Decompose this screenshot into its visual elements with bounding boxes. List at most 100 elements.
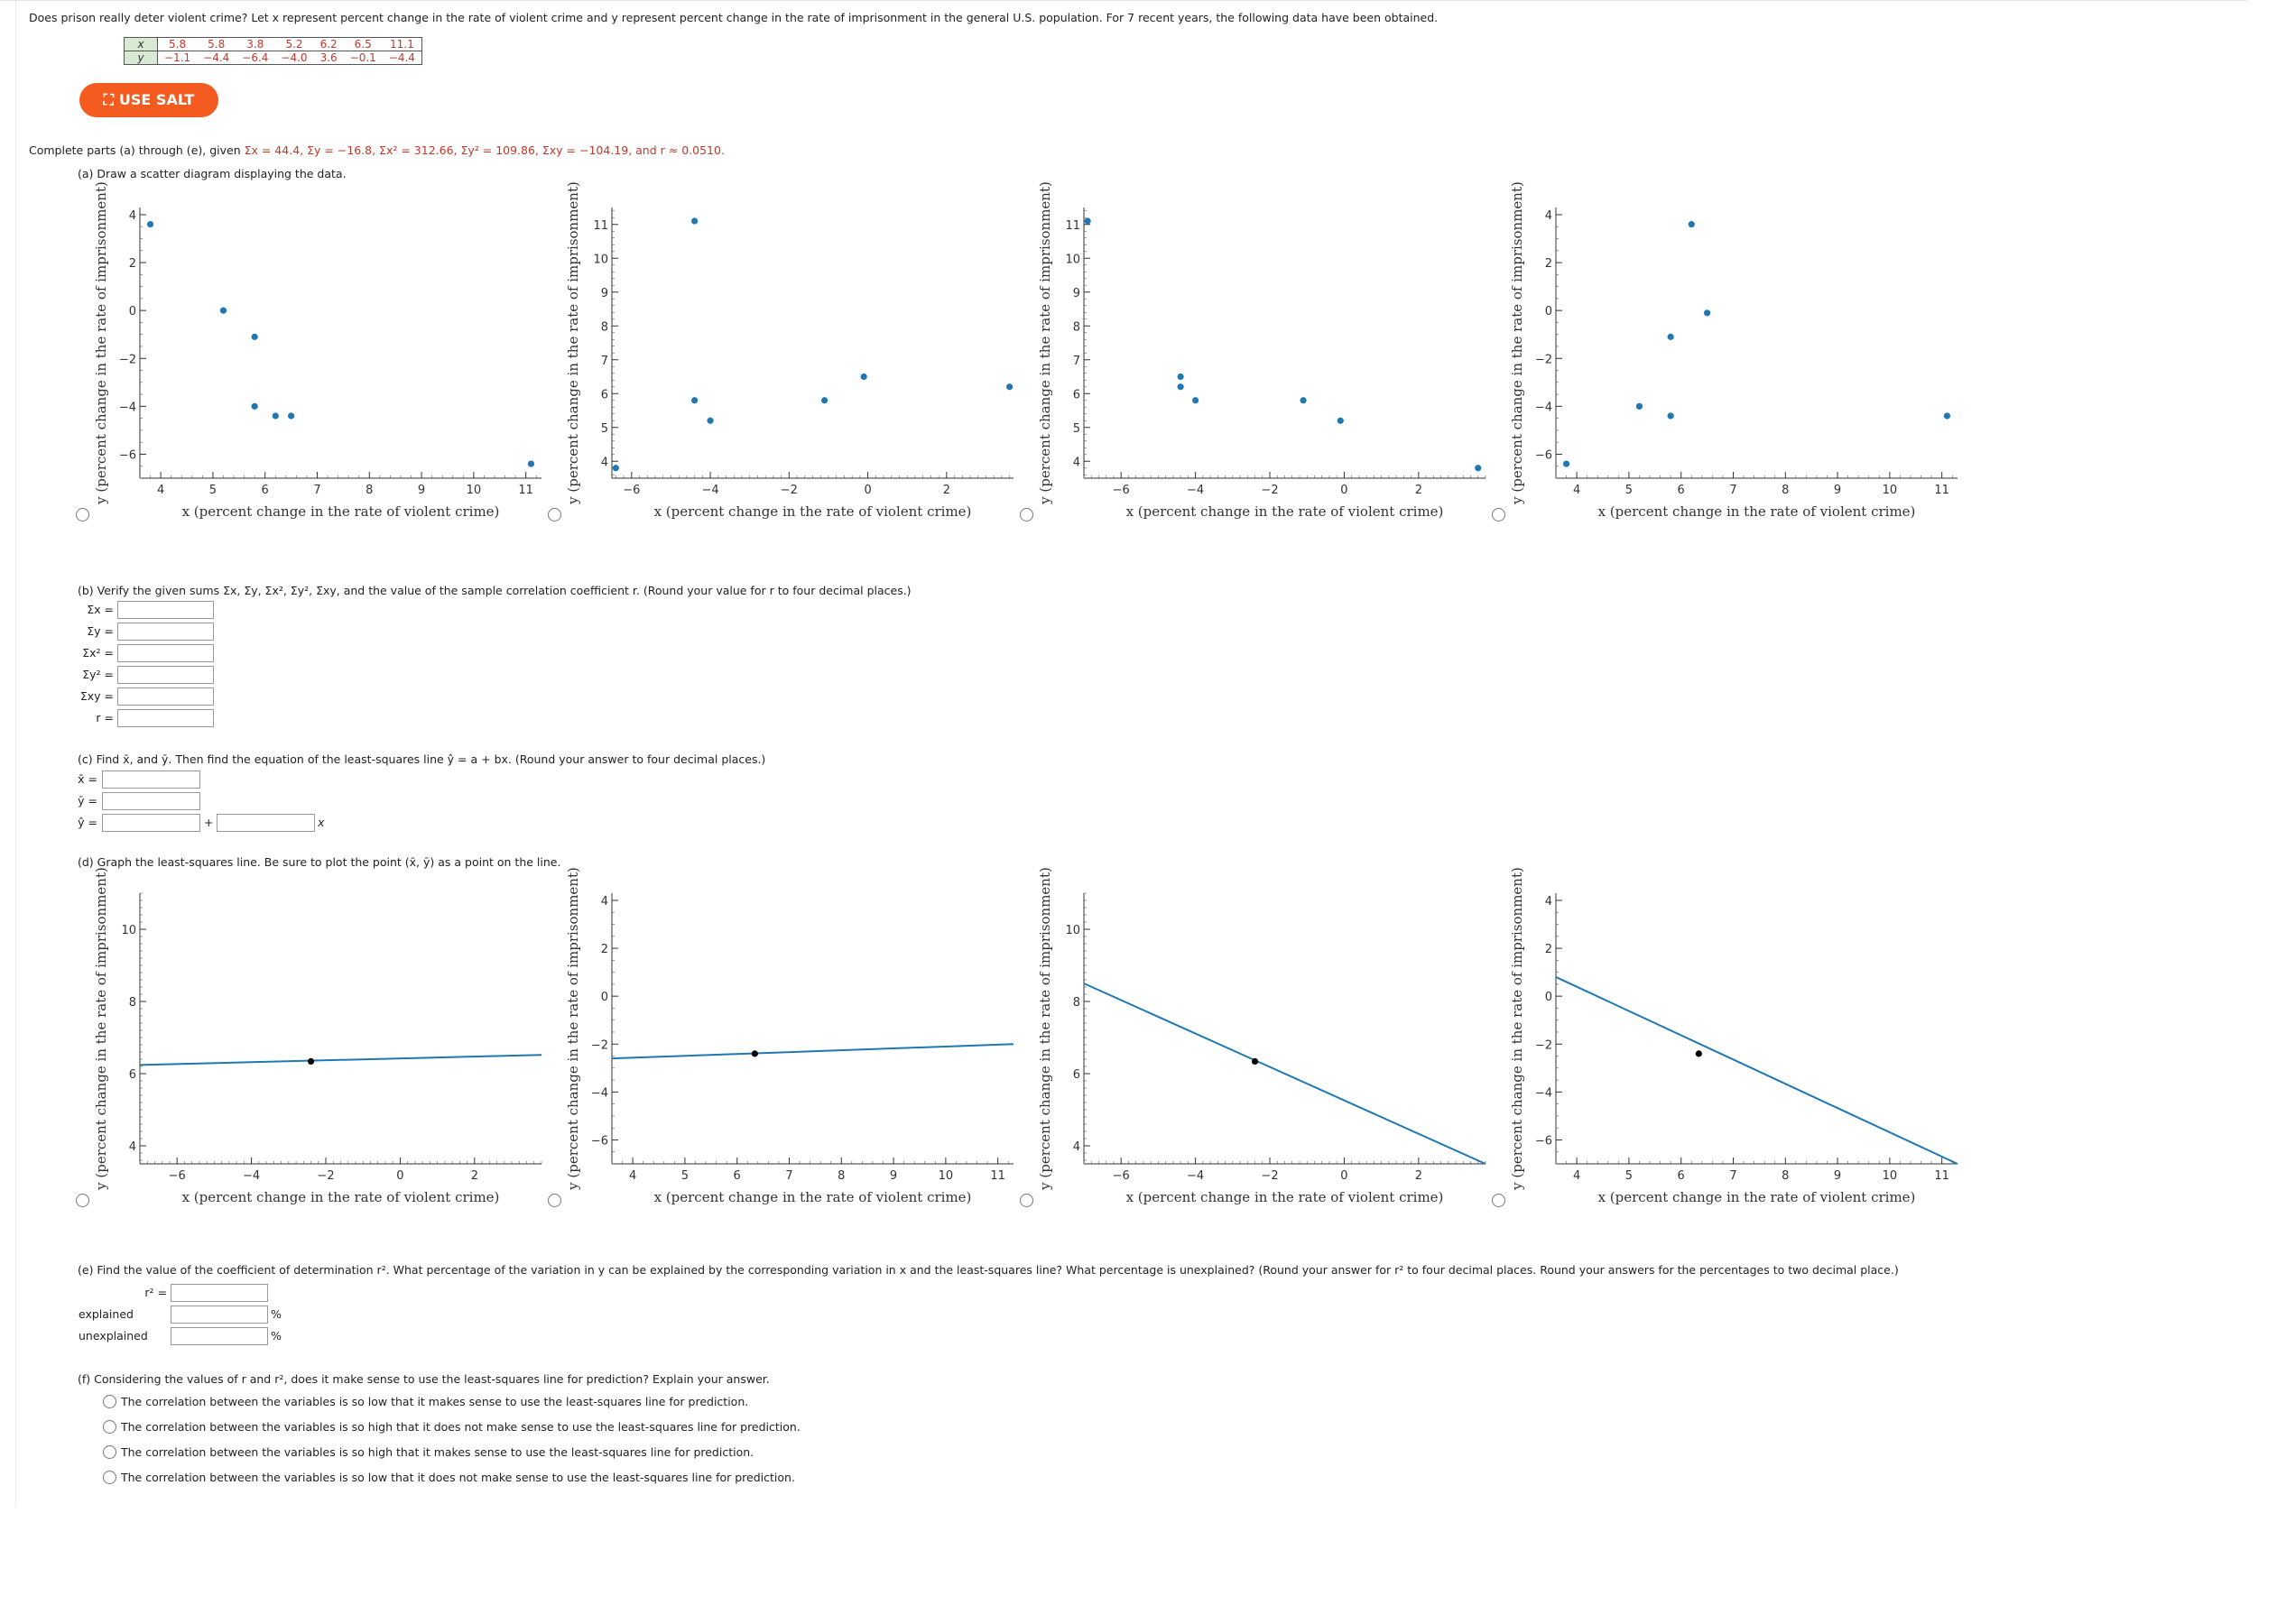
sum-x2-input[interactable] (117, 644, 214, 662)
y-tick-label: 8 (601, 320, 608, 334)
scatter-point (1703, 309, 1711, 317)
part-a-prompt: (a) Draw a scatter diagram displaying th… (78, 167, 347, 180)
x-tick-label: 11 (518, 484, 533, 497)
line-option-radio-4[interactable] (1492, 1194, 1505, 1207)
sum-y2-label: Σy² = (82, 668, 114, 681)
x-tick-label: 5 (1625, 1169, 1633, 1183)
y-tick-label: 10 (121, 924, 136, 937)
scatter-point (820, 397, 828, 404)
y-tick-label: 4 (601, 895, 608, 909)
x-tick-label: −4 (1187, 484, 1204, 497)
scatter-point (612, 465, 619, 472)
x-tick-label: 2 (943, 484, 950, 497)
f-option-radio-2[interactable] (103, 1420, 116, 1434)
scatter-plot-option-1: 4 5 6 7 8 9 10 11 −6 −4 −2 0 2 4 x (percent change in … (93, 181, 541, 520)
given-sums-line: Complete parts (a) through (e), given Σx… (29, 143, 725, 157)
intercept-input[interactable] (102, 814, 200, 832)
given-sums: Σx = 44.4, Σy = −16.8, Σx² = 312.66, Σy²… (244, 143, 725, 157)
x-axis-title: x (percent change in the rate of violent… (182, 503, 500, 520)
y-tick-label: 6 (1073, 1068, 1080, 1082)
line-option-radio-2[interactable] (548, 1194, 561, 1207)
f-option-radio-4[interactable] (103, 1471, 116, 1484)
use-salt-button[interactable]: ⛶ USE SALT (79, 83, 218, 117)
slope-input[interactable] (217, 814, 315, 832)
table-cell: −0.1 (349, 51, 376, 64)
x-axis-title: x (percent change in the rate of violent… (1598, 1189, 1916, 1205)
scatter-point (1084, 217, 1091, 225)
y-tick-label: −6 (591, 1134, 608, 1148)
explained-label: explained (79, 1307, 134, 1321)
x-axis-title: x (percent change in the rate of violent… (1598, 503, 1916, 520)
x-tick-label: 10 (1883, 484, 1898, 497)
x-tick-label: −6 (1113, 484, 1130, 497)
top-divider (0, 0, 2247, 4)
r-input[interactable] (117, 709, 214, 727)
y-tick-label: 10 (593, 253, 608, 266)
line-plot-option-1: −6 −4 −2 0 2 4 6 8 10 x (percent change in the ra… (93, 867, 542, 1205)
unexplained-input[interactable] (171, 1327, 268, 1345)
x-tick-label: 8 (366, 484, 373, 497)
table-cell: −4.0 (281, 51, 308, 64)
sum-y-input[interactable] (117, 623, 214, 641)
least-squares-line (1555, 976, 1958, 1165)
y-tick-label: 5 (1073, 422, 1080, 436)
table-header-x: x (124, 37, 158, 51)
x-tick-label: 9 (1834, 1169, 1841, 1183)
x-tick-label: 10 (1883, 1169, 1898, 1183)
y-tick-label: 10 (1065, 924, 1080, 937)
line-option-radio-1[interactable] (76, 1194, 89, 1207)
y-tick-label: −4 (1535, 1086, 1552, 1100)
f-option-radio-3[interactable] (103, 1445, 116, 1459)
ybar-input[interactable] (102, 792, 200, 810)
scatter-plot-option-4: 4 5 6 7 8 9 10 11 −6 −4 −2 0 2 4 x (percent change in … (1509, 181, 1958, 520)
r2-label: r² = (144, 1286, 167, 1299)
explained-input[interactable] (171, 1306, 268, 1324)
line-plot-option-3: −6 −4 −2 0 2 4 6 8 10 x (percent change in the ra… (1037, 867, 1486, 1205)
x-tick-label: 4 (1573, 1169, 1580, 1183)
x-tick-label: 4 (1573, 484, 1580, 497)
table-cell: 5.8 (157, 37, 198, 51)
xbar-input[interactable] (102, 770, 200, 789)
sum-y-label: Σy = (87, 624, 114, 638)
x-tick-label: 10 (939, 1169, 954, 1183)
x-tick-label: −4 (243, 1169, 260, 1183)
x-tick-label: 0 (1340, 484, 1347, 497)
scatter-option-radio-2[interactable] (548, 508, 561, 521)
y-tick-label: 7 (1073, 355, 1080, 368)
line-option-radio-3[interactable] (1020, 1194, 1033, 1207)
x-tick-label: 6 (734, 1169, 741, 1183)
scatter-point (1562, 460, 1570, 467)
y-tick-label: 9 (601, 287, 608, 300)
table-cell: −6.4 (242, 51, 269, 64)
scatter-option-radio-3[interactable] (1020, 508, 1033, 521)
scatter-option-radio-1[interactable] (76, 508, 89, 521)
y-tick-label: 8 (1073, 320, 1080, 334)
x-tick-label: −4 (1187, 1169, 1204, 1183)
scatter-plot-option-2: −6 −4 −2 0 2 4 5 6 7 8 9 10 11 x (percent change in t… (565, 181, 1014, 520)
sum-y2-input[interactable] (117, 666, 214, 684)
y-axis-title: y (percent change in the rate of impriso… (565, 867, 581, 1191)
y-tick-label: 8 (1073, 996, 1080, 1010)
y-axis-title: y (percent change in the rate of impriso… (1509, 867, 1525, 1191)
y-tick-label: −2 (591, 1038, 608, 1052)
x-tick-label: 10 (467, 484, 482, 497)
least-squares-line (139, 1054, 542, 1066)
y-tick-label: 11 (593, 219, 608, 233)
y-tick-label: 6 (601, 388, 608, 401)
table-cell: 11.1 (382, 37, 422, 51)
y-tick-label: 8 (129, 996, 136, 1010)
scatter-point (691, 397, 699, 404)
part-d-prompt: (d) Graph the least-squares line. Be sur… (78, 855, 561, 869)
sum-xy-input[interactable] (117, 687, 214, 706)
x-tick-label: 6 (1678, 484, 1685, 497)
table-cell: 6.2 (313, 37, 344, 51)
x-axis-title: x (percent change in the rate of violent… (654, 503, 972, 520)
y-axis-title: y (percent change in the rate of impriso… (1509, 181, 1525, 505)
sum-x-input[interactable] (117, 601, 214, 619)
scatter-option-radio-4[interactable] (1492, 508, 1505, 521)
mean-point (307, 1057, 315, 1065)
f-option-radio-1[interactable] (103, 1395, 116, 1408)
r2-input[interactable] (171, 1284, 268, 1302)
scatter-point (1006, 383, 1014, 391)
plus-sign: + (204, 816, 214, 829)
